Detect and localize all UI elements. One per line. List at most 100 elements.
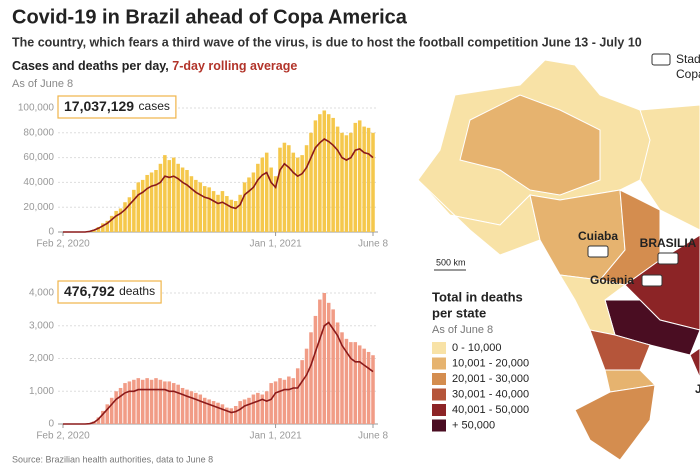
charts: 0 20,000 40,000 60,000 80,000 100,000 Feb 2, 2… [18,95,388,442]
chart-heading: Cases and deaths per day, 7-day rolling … [12,59,297,73]
rolling-average-line [63,138,374,233]
bar [295,368,300,424]
bar [349,342,353,424]
stadium-legend: Stad [676,52,700,66]
bar [216,194,220,232]
city-label: Goiania [590,273,634,287]
bar [251,172,256,232]
bar [189,391,194,424]
bar [309,332,313,424]
legend-label: + 50,000 [452,419,495,431]
bar [366,127,371,232]
bar [216,402,220,424]
x-tick-label: Feb 2, 2020 [36,431,90,442]
bar [225,407,229,424]
bar [300,360,304,424]
bar [180,167,185,232]
bar [176,163,180,232]
y-tick-label: 0 [48,419,54,430]
legend-note: As of June 8 [432,324,493,336]
bar [101,410,105,424]
scale-label: 500 km [436,257,466,267]
bar [136,378,141,424]
bar [211,401,216,424]
x-tick-label: Jan 1, 2021 [249,431,302,442]
bar [357,120,362,232]
bar [318,114,322,232]
x-tick-label: Jan 1, 2021 [249,239,302,250]
bar [225,196,229,232]
rolling-average-line [63,321,374,425]
city-label: J [695,382,700,396]
bar [247,177,251,232]
bar [220,404,225,424]
bar [256,392,260,424]
bar [207,399,211,424]
bar [357,345,362,424]
city-label: Cuiaba [578,229,618,243]
bar [318,299,322,424]
legend-swatch [432,404,446,416]
bar [198,182,203,232]
as-of: As of June 8 [12,78,73,90]
y-tick-label: 4,000 [29,288,54,299]
y-tick-label: 3,000 [29,320,54,331]
bar [322,293,327,424]
bar [96,227,101,232]
bar [127,197,132,232]
bar [123,202,127,232]
bar [331,117,335,232]
bar [163,155,167,232]
legend-swatch [432,373,446,385]
bar [256,163,260,232]
total-label: 476,792 deaths [64,283,155,301]
total-box [57,95,177,119]
bar [331,309,335,424]
bar [260,394,265,424]
bar [167,381,172,424]
bar [295,157,300,232]
legend-swatch [432,342,446,354]
bar [326,114,331,232]
bar [114,210,118,232]
bar [189,176,194,232]
bar [185,170,189,232]
bar [198,394,203,424]
legend-title: Total in deaths [432,289,523,304]
legend-swatch [432,388,446,401]
bar [158,163,163,232]
bar [220,191,225,232]
bar [344,135,349,232]
bar [105,404,110,424]
y-tick-label: 0 [48,227,54,238]
x-tick-label: Feb 2, 2020 [36,239,90,250]
bar [278,147,282,232]
bar [194,179,198,232]
bar [171,383,176,424]
bar [101,223,105,232]
bar [309,132,313,232]
bar [269,167,273,232]
y-tick-label: 20,000 [23,202,54,213]
bar [300,155,304,232]
y-tick-label: 100,000 [18,103,55,114]
legend-label: 40,001 - 50,000 [452,404,529,416]
bar [340,332,344,424]
legend-swatch [432,357,446,370]
bar [163,381,167,424]
bar [353,122,358,232]
bar [167,160,172,232]
bar [273,381,278,424]
bar [326,302,331,424]
bar [264,391,269,424]
bar [344,338,349,424]
bar [109,215,114,232]
bar [132,379,136,424]
legend-label: 0 - 10,000 [452,342,502,354]
bar [371,132,375,232]
bar [362,348,366,424]
bar [132,189,136,232]
y-tick-label: 2,000 [29,353,54,364]
bar [287,376,291,424]
